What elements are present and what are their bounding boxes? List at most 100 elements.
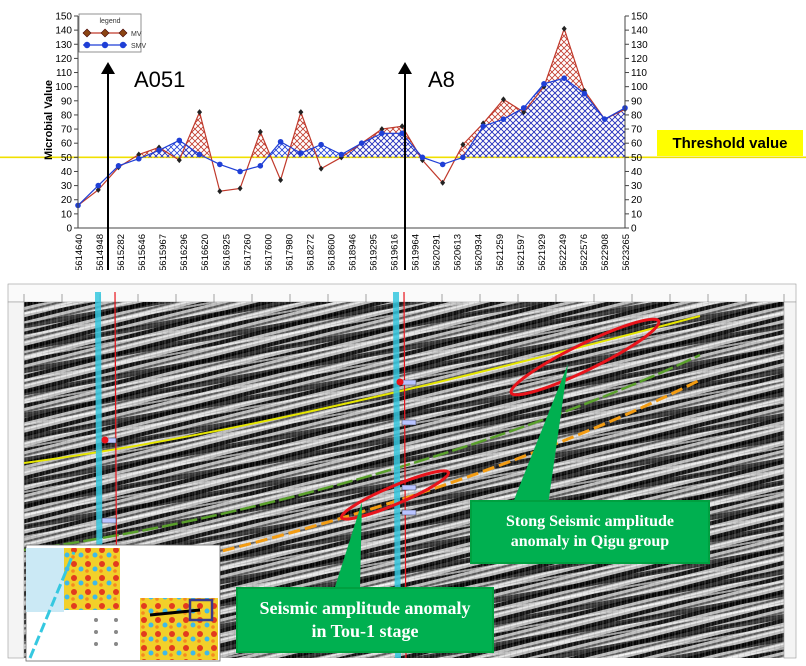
y-tick-label-left: 90 [61,96,73,107]
time-axis-right [783,301,797,659]
y-tick-label-left: 30 [61,181,73,192]
callout-pointer-qigu [512,364,568,505]
point-smv [135,155,142,162]
point-mv [278,176,284,183]
y-tick-label-right: 0 [631,224,637,235]
point-mv [257,128,263,135]
point-smv [541,81,547,87]
point-smv [561,75,568,81]
legend-entry-smv: SMV [131,43,147,50]
point-smv [419,154,426,161]
anomaly-ellipse-qigu [509,317,661,397]
point-smv [298,150,304,156]
callout-tou1-anomaly: Seismic amplitude anomaly in Tou-1 stage [236,587,494,653]
point-smv [156,147,162,154]
x-tick-label: 15616620 [200,234,211,270]
hatch-area [361,133,382,158]
point-mv [95,186,101,193]
x-tick-label: 15614948 [95,234,106,270]
x-tick-label: 15617260 [242,234,253,270]
y-tick-label-left: 110 [56,68,72,79]
series-lines [75,25,628,209]
point-mv [217,188,223,195]
y-tick-label-right: 100 [631,82,648,93]
x-tick-label: 15620291 [432,234,443,270]
x-tick-label: 15620934 [474,234,485,270]
x-tick-label: 15615967 [158,234,169,270]
microbial-chart: 0 0 10 10 20 20 30 30 40 40 50 50 60 60 70 70 80 80 90 90 10… [0,12,806,271]
point-smv [217,161,223,168]
y-tick-label-left: 40 [61,167,73,178]
point-mv [298,109,304,116]
hatch-area [604,107,625,158]
point-mv [176,157,182,164]
point-smv [581,90,588,97]
point-smv [95,182,102,189]
x-tick-label: 15623265 [621,234,632,270]
x-tick-label: 15615646 [137,234,148,270]
time-axis-left [7,301,25,659]
y-tick-label-right: 50 [631,153,643,164]
y-tick-label-right: 60 [631,139,643,150]
trace-ruler [7,283,797,303]
callout-qigu-text: Stong Seismic amplitude anomaly in Qigu … [505,513,674,550]
point-mv [318,165,324,172]
point-smv [277,138,284,145]
hatch-area [523,83,544,158]
y-tick-label-right: 30 [631,181,643,192]
point-smv [358,140,365,146]
legend-title: legend [99,18,120,25]
y-tick-label-right: 130 [631,40,648,51]
y-tick-label-right: 120 [631,54,648,65]
series-line-mv [77,26,626,206]
point-mv [237,185,243,192]
point-smv [520,105,527,111]
x-tick-label: 15619964 [411,234,422,270]
x-tick-label: 15619295 [369,234,380,270]
y-tick-label-right: 140 [631,26,648,37]
x-tick-label: 15622908 [600,234,611,270]
well-arrow-a051 [101,62,115,270]
y-tick-label-right: 110 [631,68,647,79]
x-tick-label: 15618272 [305,234,316,270]
x-tick-label: 15615282 [116,234,127,270]
x-tick-label: 15619616 [390,234,401,270]
point-mv [460,141,466,148]
point-mv [379,126,385,133]
point-smv [257,163,264,169]
x-tick-label: 15617600 [263,234,274,270]
x-tick-label: 15621597 [516,234,527,270]
point-mv [197,109,203,116]
point-smv [379,130,385,137]
hatch-area [483,119,504,158]
y-tick-label-right: 40 [631,167,643,178]
anomaly-ellipse-tou1 [339,469,451,521]
chart-axes: 0 0 10 10 20 20 30 30 40 40 50 50 60 60 70 70 80 80 90 90 10… [55,12,648,271]
y-tick-label-right: 90 [631,96,643,107]
y-axis-title: Microbial Value [43,80,55,160]
point-smv [237,168,243,175]
x-tick-label: 15618600 [326,234,337,270]
point-smv [115,163,122,169]
point-smv [196,151,203,158]
point-smv [460,154,466,161]
y-tick-label-left: 120 [55,54,72,65]
y-tick-label-right: 70 [631,125,643,136]
point-mv [500,96,506,103]
x-tick-label: 15622576 [579,234,590,270]
point-smv [480,123,486,130]
x-tick-label: 15617980 [284,234,295,270]
y-tick-label-left: 0 [66,224,72,235]
y-tick-label-left: 20 [61,195,73,206]
x-tick-label: 15616925 [221,234,232,270]
hatch-area [381,133,403,158]
y-tick-label-left: 140 [55,26,72,37]
hatch-area [321,144,342,158]
hatch-area [543,78,565,158]
well-arrow-a8 [398,62,412,270]
y-tick-label-left: 80 [61,110,73,121]
point-mv [399,123,405,130]
horizon-green [23,353,701,552]
series-line-smv [77,77,626,206]
callout-qigu-anomaly: Stong Seismic amplitude anomaly in Qigu … [470,500,710,564]
